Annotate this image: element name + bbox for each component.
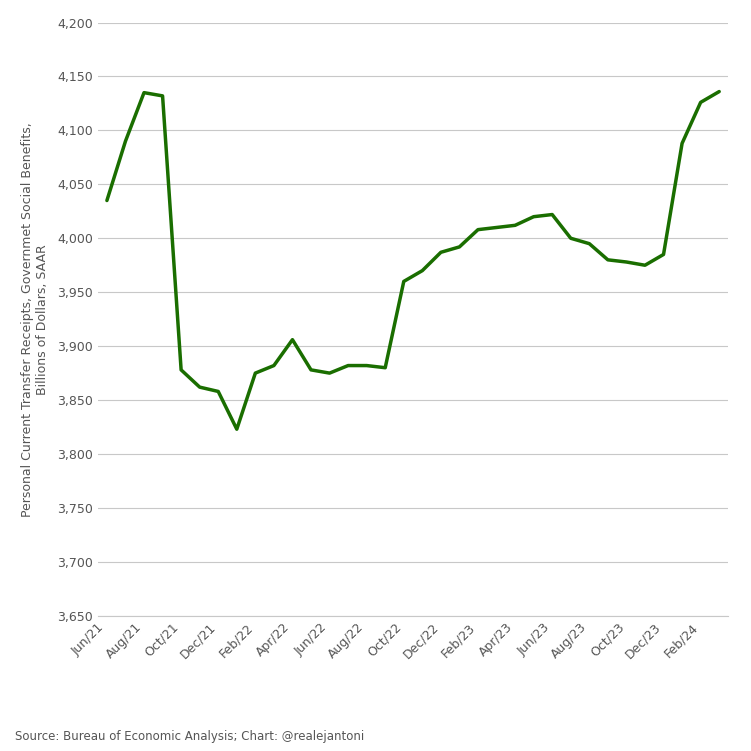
Y-axis label: Personal Current Transfer Receipts, Governmet Social Benefits,
Billions of Dolla: Personal Current Transfer Receipts, Gove…: [20, 122, 49, 517]
Text: Source: Bureau of Economic Analysis; Chart: @realejantoni: Source: Bureau of Economic Analysis; Cha…: [15, 731, 364, 743]
